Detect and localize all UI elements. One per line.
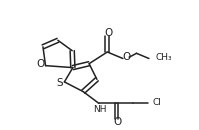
Text: O: O [122,52,131,62]
Text: Cl: Cl [153,98,162,107]
Text: S: S [56,78,63,87]
Text: CH₃: CH₃ [156,53,172,62]
Text: O: O [105,28,113,38]
Text: O: O [36,59,44,69]
Text: NH: NH [93,105,107,114]
Text: O: O [114,117,122,127]
